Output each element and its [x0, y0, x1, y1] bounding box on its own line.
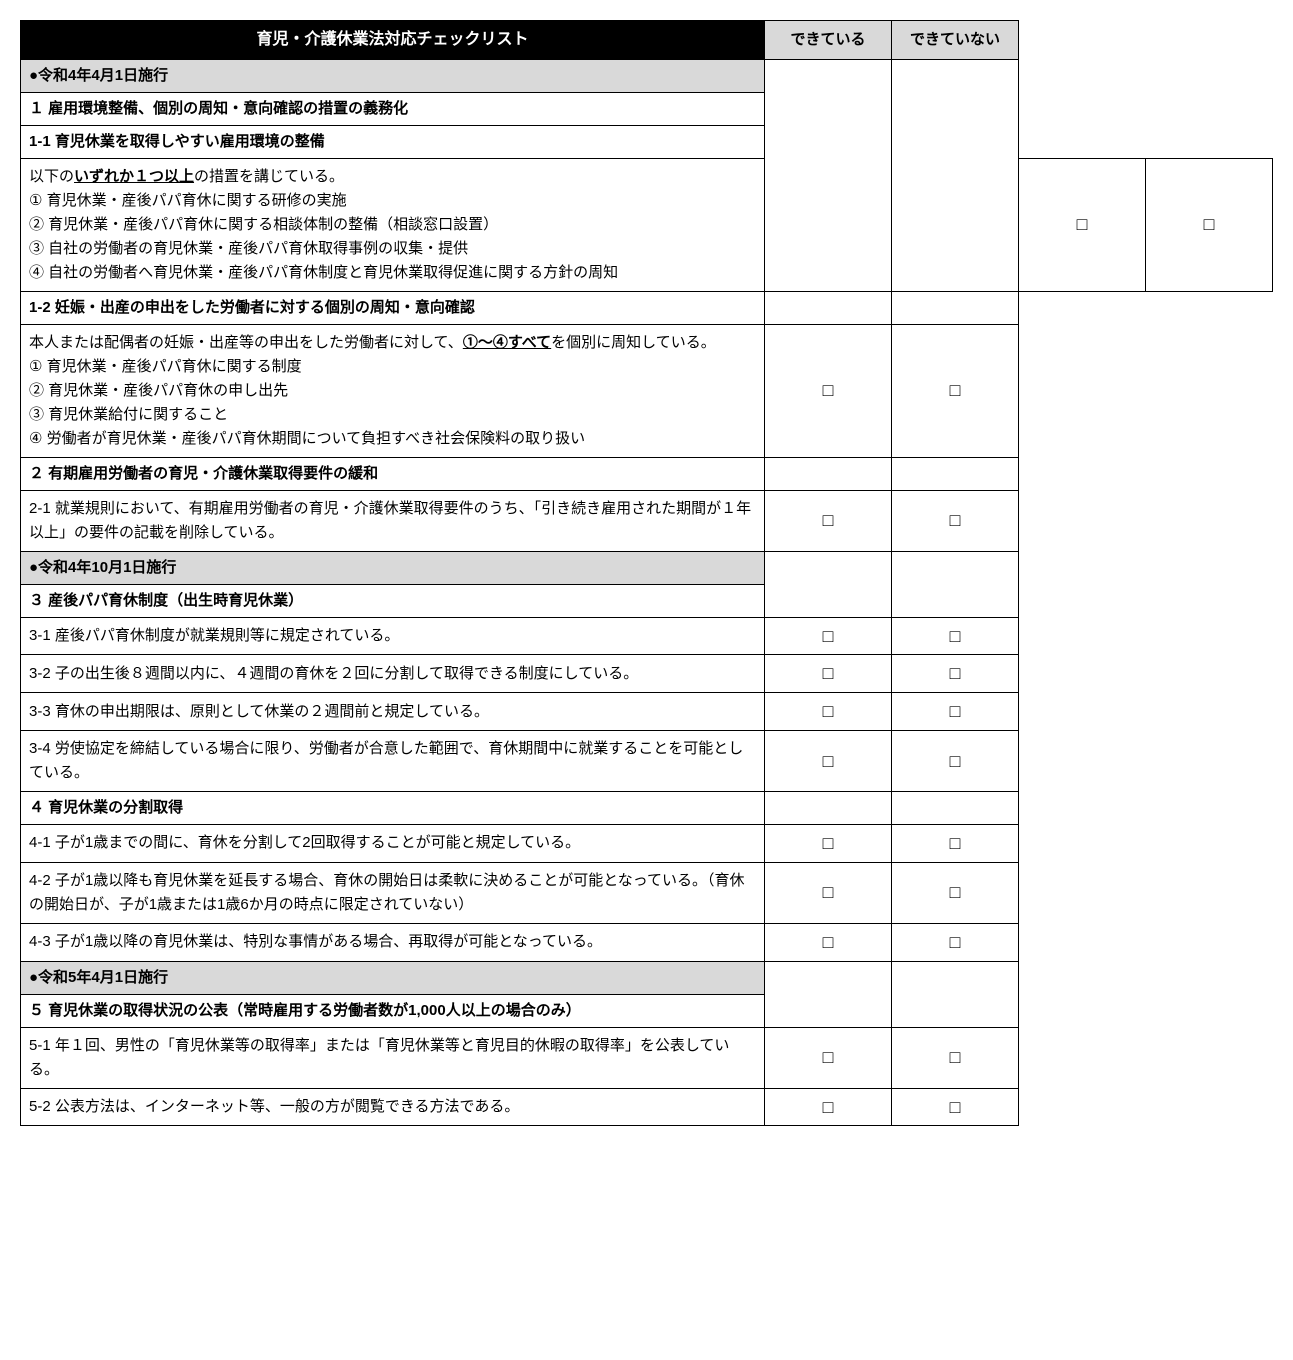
check-yes[interactable]: □: [765, 490, 892, 551]
check-no[interactable]: □: [892, 324, 1019, 457]
row-cell: 4-1 子が1歳までの間に、育休を分割して2回取得することが可能と規定している。: [21, 824, 765, 862]
row-cell: ●令和4年10月1日施行: [21, 551, 765, 584]
check-no-empty: [892, 551, 1019, 617]
check-no[interactable]: □: [892, 1088, 1019, 1126]
check-no-empty: [892, 791, 1019, 824]
check-no[interactable]: □: [1146, 158, 1273, 291]
row-cell: 1-2 妊娠・出産の申出をした労働者に対する個別の周知・意向確認: [21, 291, 765, 324]
row-cell: 4-2 子が1歳以降も育児休業を延長する場合、育休の開始日は柔軟に決めることが可…: [21, 862, 765, 923]
check-yes-empty: [765, 457, 892, 490]
check-no-empty: [892, 59, 1019, 291]
row-cell: 3-1 産後パパ育休制度が就業規則等に規定されている。: [21, 617, 765, 655]
check-yes[interactable]: □: [765, 824, 892, 862]
row-cell: 3-2 子の出生後８週間以内に、４週間の育休を２回に分割して取得できる制度にして…: [21, 655, 765, 693]
col-header-no: できていない: [892, 21, 1019, 60]
row-cell: １ 雇用環境整備、個別の周知・意向確認の措置の義務化: [21, 92, 765, 125]
check-no[interactable]: □: [892, 824, 1019, 862]
check-yes[interactable]: □: [765, 1027, 892, 1088]
check-yes-empty: [765, 59, 892, 291]
check-yes-empty: [765, 291, 892, 324]
check-yes-empty: [765, 961, 892, 1027]
table-body: ●令和4年4月1日施行１ 雇用環境整備、個別の周知・意向確認の措置の義務化1-1…: [21, 59, 1273, 1126]
row-cell: 5-1 年１回、男性の「育児休業等の取得率」または「育児休業等と育児目的休暇の取…: [21, 1027, 765, 1088]
check-no-empty: [892, 961, 1019, 1027]
check-yes[interactable]: □: [765, 1088, 892, 1126]
check-no[interactable]: □: [892, 490, 1019, 551]
row-cell: 3-3 育休の申出期限は、原則として休業の２週間前と規定している。: [21, 693, 765, 731]
row-cell: 以下のいずれか１つ以上の措置を講じている。① 育児休業・産後パパ育休に関する研修…: [21, 158, 765, 291]
row-cell: ３ 産後パパ育休制度（出生時育児休業）: [21, 584, 765, 617]
check-yes-empty: [765, 551, 892, 617]
check-yes[interactable]: □: [765, 693, 892, 731]
col-header-yes: できている: [765, 21, 892, 60]
check-yes[interactable]: □: [765, 923, 892, 961]
row-cell: 4-3 子が1歳以降の育児休業は、特別な事情がある場合、再取得が可能となっている…: [21, 923, 765, 961]
row-cell: ５ 育児休業の取得状況の公表（常時雇用する労働者数が1,000人以上の場合のみ）: [21, 994, 765, 1027]
check-no-empty: [892, 291, 1019, 324]
row-cell: 1-1 育児休業を取得しやすい雇用環境の整備: [21, 125, 765, 158]
check-no-empty: [892, 457, 1019, 490]
check-yes[interactable]: □: [765, 617, 892, 655]
row-cell: 3-4 労使協定を締結している場合に限り、労働者が合意した範囲で、育休期間中に就…: [21, 730, 765, 791]
row-cell: 5-2 公表方法は、インターネット等、一般の方が閲覧できる方法である。: [21, 1088, 765, 1126]
check-no[interactable]: □: [892, 617, 1019, 655]
row-cell: ４ 育児休業の分割取得: [21, 791, 765, 824]
check-no[interactable]: □: [892, 693, 1019, 731]
check-yes-empty: [765, 791, 892, 824]
check-no[interactable]: □: [892, 923, 1019, 961]
row-cell: 本人または配偶者の妊娠・出産等の申出をした労働者に対して、①～④すべてを個別に周…: [21, 324, 765, 457]
check-yes[interactable]: □: [1019, 158, 1146, 291]
row-cell: ２ 有期雇用労働者の育児・介護休業取得要件の緩和: [21, 457, 765, 490]
table-title: 育児・介護休業法対応チェックリスト: [21, 21, 765, 60]
check-yes[interactable]: □: [765, 324, 892, 457]
check-yes[interactable]: □: [765, 655, 892, 693]
row-cell: 2-1 就業規則において、有期雇用労働者の育児・介護休業取得要件のうち、「引き続…: [21, 490, 765, 551]
check-yes[interactable]: □: [765, 730, 892, 791]
check-no[interactable]: □: [892, 1027, 1019, 1088]
check-no[interactable]: □: [892, 730, 1019, 791]
check-no[interactable]: □: [892, 862, 1019, 923]
checklist-table: 育児・介護休業法対応チェックリスト できている できていない ●令和4年4月1日…: [20, 20, 1273, 1126]
row-cell: ●令和4年4月1日施行: [21, 59, 765, 92]
row-cell: ●令和5年4月1日施行: [21, 961, 765, 994]
check-no[interactable]: □: [892, 655, 1019, 693]
check-yes[interactable]: □: [765, 862, 892, 923]
